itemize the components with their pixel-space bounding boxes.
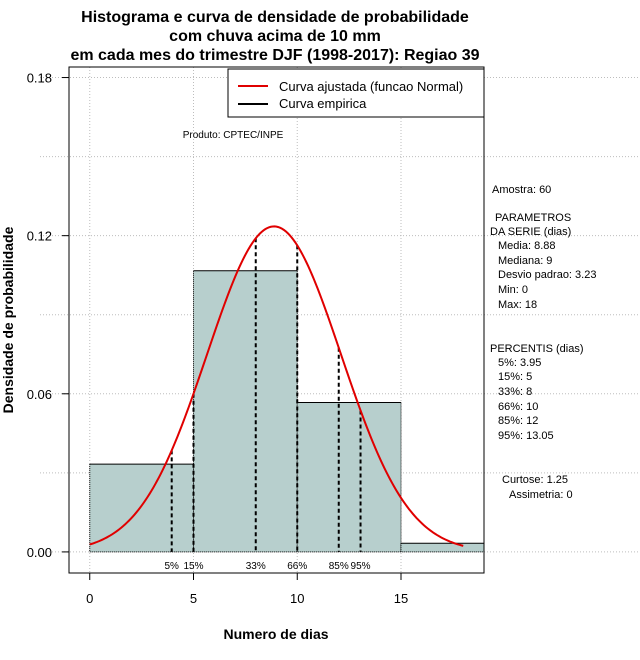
y-tick-label: 0.00: [27, 545, 52, 560]
stats-percentis-header: PERCENTIS (dias): [490, 343, 584, 355]
histogram-bar: [193, 270, 298, 552]
stats-percentil-item: 85%: 12: [498, 415, 538, 427]
stats-param-item: Media: 8.88: [498, 240, 555, 252]
histogram-bar: [297, 402, 401, 552]
stats-param-item: Desvio padrao: 3.23: [498, 269, 596, 281]
axes: 0 5 10 15 0.00 0.06 0.12 0.18: [27, 71, 409, 606]
normal-fit-curve: [89, 225, 464, 547]
chart-title-line-3: em cada mes do trimestre DJF (1998-2017)…: [70, 47, 479, 64]
stats-param-item: Min: 0: [498, 284, 528, 296]
stats-assimetria: Assimetria: 0: [509, 489, 573, 501]
percentile-lines: 5% 15% 33% 66% 85% 95%: [164, 238, 371, 572]
stats-percentil-item: 66%: 10: [498, 401, 538, 413]
percentile-label: 33%: [246, 561, 266, 572]
legend-label-empirical: Curva empirica: [279, 96, 367, 111]
y-axis-label: Densidade de probabilidade: [0, 226, 16, 413]
stats-panel: Amostra: 60 PARAMETROS DA SERIE (dias) M…: [490, 184, 596, 501]
stats-param-item: Mediana: 9: [498, 255, 552, 267]
normal-curve-layer: [89, 225, 464, 547]
chart-title-line-1: Histograma e curva de densidade de proba…: [81, 9, 469, 26]
x-tick-label: 10: [290, 591, 304, 606]
chart-title-line-2: com chuva acima de 10 mm: [169, 28, 381, 45]
y-tick-label: 0.18: [27, 71, 52, 86]
y-tick-label: 0.12: [27, 229, 52, 244]
percentile-label: 15%: [183, 561, 203, 572]
y-tick-label: 0.06: [27, 387, 52, 402]
legend-box: [227, 68, 485, 118]
legend-label-fit: Curva ajustada (funcao Normal): [279, 79, 463, 94]
stats-percentil-item: 5%: 3.95: [498, 357, 541, 369]
histogram-bars: [89, 270, 485, 553]
legend: Curva ajustada (funcao Normal) Curva emp…: [227, 68, 485, 118]
stats-percentil-item: 33%: 8: [498, 386, 532, 398]
x-axis-label: Numero de dias: [223, 626, 328, 642]
histogram-bar: [401, 543, 484, 552]
percentile-label: 5%: [164, 561, 179, 572]
stats-curtose: Curtose: 1.25: [502, 474, 568, 486]
x-tick-label: 15: [394, 591, 408, 606]
stats-percentil-item: 95%: 13.05: [498, 430, 554, 442]
percentile-label: 95%: [351, 561, 371, 572]
x-tick-label: 0: [86, 591, 93, 606]
stats-params-header-1: PARAMETROS: [495, 212, 571, 224]
x-tick-label: 5: [190, 591, 197, 606]
percentile-label: 85%: [329, 561, 349, 572]
stats-params-header-2: DA SERIE (dias): [490, 226, 571, 238]
stats-percentil-item: 15%: 5: [498, 371, 532, 383]
percentile-label: 66%: [287, 561, 307, 572]
product-annotation: Produto: CPTEC/INPE: [183, 130, 284, 141]
stats-param-item: Max: 18: [498, 299, 537, 311]
stats-sample: Amostra: 60: [492, 184, 551, 196]
